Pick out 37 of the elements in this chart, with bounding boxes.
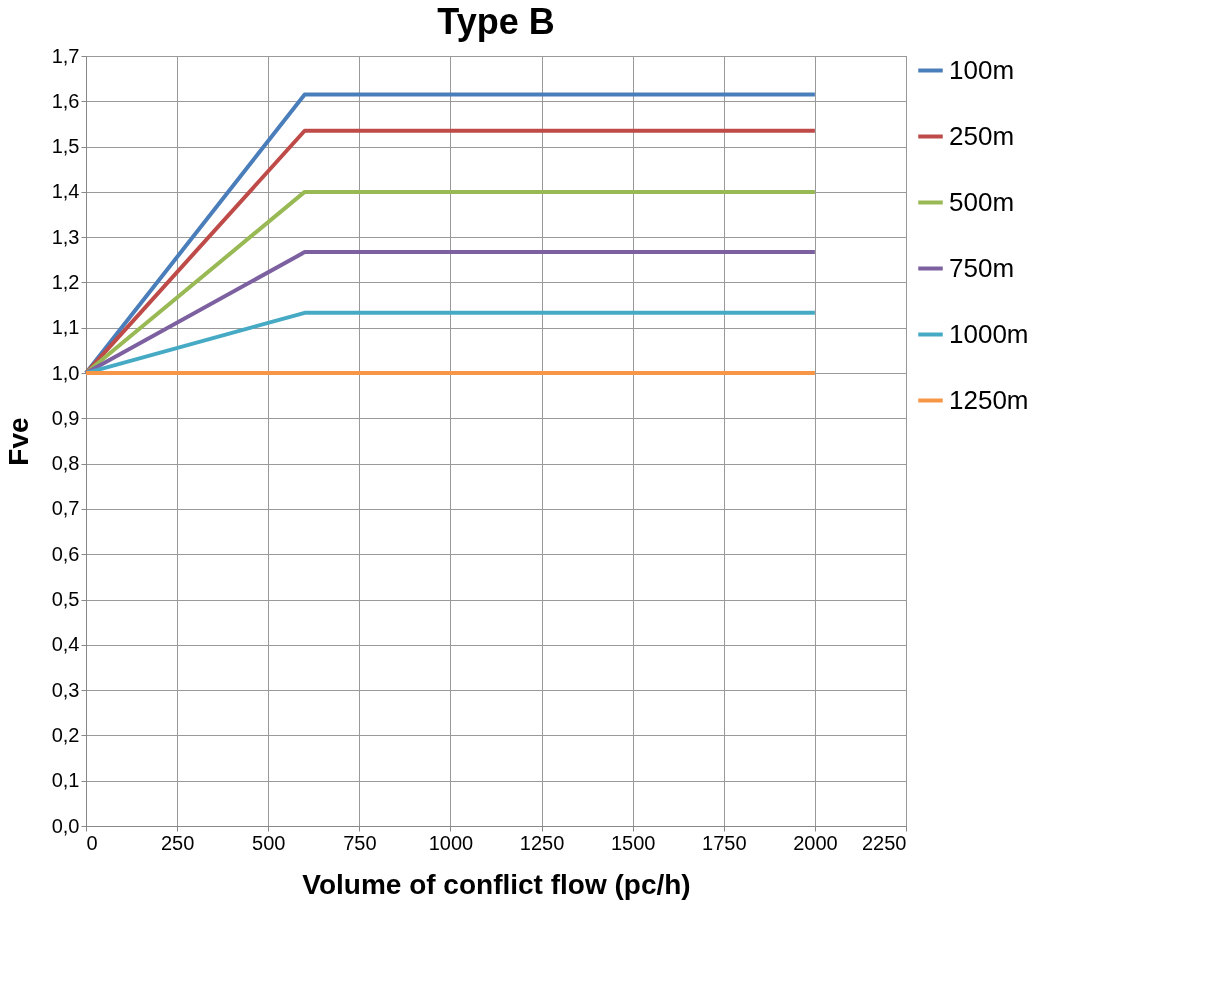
y-tick-label: 1,1	[51, 316, 80, 339]
y-tick-label: 0,6	[51, 542, 80, 565]
y-tick-label: 1,6	[51, 89, 80, 112]
legend-label: 100m	[949, 54, 1015, 85]
x-tick-label: 250	[160, 831, 195, 854]
y-tick-label: 0,3	[51, 678, 80, 701]
y-tick-label: 0,5	[51, 588, 80, 611]
y-tick-label: 0,4	[51, 633, 80, 656]
x-tick-label: 2250	[862, 831, 907, 854]
legend-label: 1250m	[949, 384, 1029, 415]
y-tick-label: 1,0	[51, 361, 80, 384]
y-tick-label: 0,2	[51, 723, 80, 746]
x-tick-label: 1750	[702, 831, 747, 854]
y-tick-label: 0,7	[51, 497, 80, 520]
x-tick-label: 1250	[519, 831, 565, 854]
chart-title: Type B	[437, 1, 555, 42]
legend-label: 500m	[949, 186, 1015, 217]
x-tick-label: 2000	[793, 831, 838, 854]
x-tick-label: 1500	[610, 831, 656, 854]
y-axis-title: Fve	[2, 417, 34, 466]
legend-label: 1000m	[949, 318, 1029, 349]
legend-label: 750m	[949, 252, 1015, 283]
x-tick-label: 1000	[428, 831, 474, 854]
y-tick-label: 0,1	[51, 769, 80, 792]
y-tick-label: 1,3	[51, 225, 80, 248]
x-axis-title: Volume of conflict flow (pc/h)	[302, 868, 691, 900]
y-tick-label: 0,0	[51, 814, 80, 837]
y-tick-label: 1,7	[51, 44, 80, 67]
y-tick-label: 0,8	[51, 452, 80, 475]
y-tick-label: 1,5	[51, 135, 80, 158]
x-tick-label: 750	[343, 831, 377, 854]
y-tick-label: 0,9	[51, 406, 80, 429]
y-tick-label: 1,2	[51, 270, 80, 293]
y-tick-label: 1,4	[51, 180, 80, 203]
x-tick-label: 0	[86, 831, 98, 854]
x-tick-label: 500	[252, 831, 286, 854]
legend-label: 250m	[949, 120, 1015, 151]
